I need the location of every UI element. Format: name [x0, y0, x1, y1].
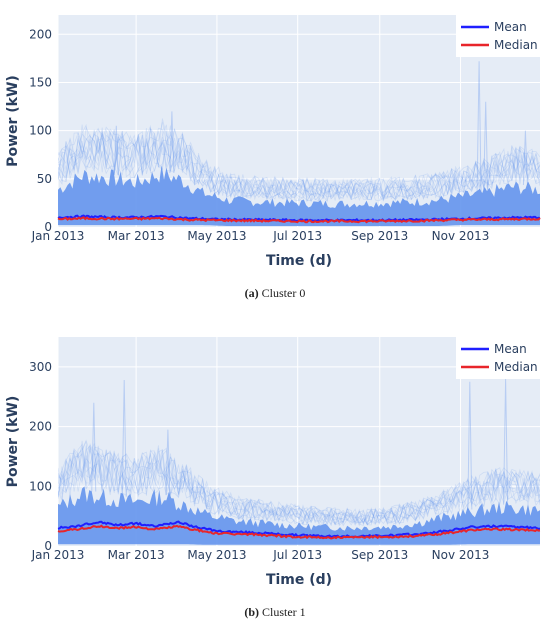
- x-tick-label: Sep 2013: [351, 548, 408, 562]
- x-tick-label: May 2013: [187, 229, 246, 243]
- x-tick-label: Sep 2013: [351, 229, 408, 243]
- legend: Mean Median: [456, 337, 540, 379]
- spike-trace: [91, 402, 97, 492]
- y-tick-label: 200: [29, 27, 52, 41]
- caption-text: Cluster 1: [262, 605, 306, 619]
- spike-trace: [169, 111, 175, 174]
- spike-trace: [113, 125, 119, 176]
- x-tick-label: Nov 2013: [432, 548, 490, 562]
- outlier-trace: [58, 135, 540, 200]
- chart-panel-cluster-1: 0 100 200 300 Jan 2013 Mar 2013 May 2013 Jul 20…: [0, 318, 550, 623]
- y-axis-title: Power (kW): [5, 75, 21, 167]
- chart-cluster-0: 0 50 100 150 200 Jan 2013 Mar 2013 May 2013 Jul …: [5, 15, 541, 269]
- outlier-trace: [58, 121, 540, 202]
- spike-trace: [467, 381, 473, 510]
- outlier-trace: [58, 444, 540, 525]
- series-line-median: [57, 216, 541, 224]
- caption-cluster-1: (b) Cluster 1: [0, 605, 550, 620]
- individual-traces: [58, 378, 540, 545]
- x-tick-label: May 2013: [187, 548, 246, 562]
- series-line-median: [57, 524, 541, 540]
- legend-label-mean: Mean: [494, 342, 527, 356]
- caption-letter: (b): [244, 605, 259, 619]
- outlier-trace: [58, 448, 540, 525]
- y-tick-label: 100: [29, 479, 52, 493]
- outlier-trace: [58, 439, 540, 526]
- individual-traces: [58, 61, 540, 226]
- outlier-trace: [58, 127, 540, 202]
- x-tick-label: Jan 2013: [31, 548, 85, 562]
- x-axis-title: Time (d): [266, 253, 332, 269]
- legend: Mean Median: [456, 15, 540, 57]
- outlier-trace: [58, 118, 540, 201]
- y-tick-label: 50: [37, 172, 52, 186]
- outlier-trace: [58, 126, 540, 202]
- outlier-trace: [58, 127, 540, 201]
- x-tick-label: Jul 2013: [272, 229, 322, 243]
- outlier-trace: [58, 124, 540, 203]
- outlier-trace: [58, 443, 540, 527]
- outlier-trace: [58, 125, 540, 203]
- caption-cluster-0: (a) Cluster 0: [0, 286, 550, 301]
- spike-trace: [121, 379, 127, 497]
- outlier-trace: [58, 449, 540, 526]
- x-tick-label: Jan 2013: [31, 229, 85, 243]
- outlier-trace: [58, 440, 540, 526]
- caption-letter: (a): [244, 286, 259, 300]
- outlier-trace: [58, 129, 540, 200]
- x-tick-label: Nov 2013: [432, 229, 490, 243]
- y-axis-title: Power (kW): [5, 396, 21, 488]
- outlier-trace: [58, 123, 540, 202]
- legend-label-mean: Mean: [494, 20, 527, 34]
- outlier-trace: [58, 126, 540, 202]
- spike-trace: [483, 101, 489, 191]
- traces-band: [58, 486, 540, 545]
- legend-box: [456, 337, 540, 379]
- x-tick-label: Mar 2013: [108, 229, 165, 243]
- y-tick-label: 200: [29, 420, 52, 434]
- x-axis-title: Time (d): [266, 572, 332, 588]
- outlier-trace: [58, 445, 540, 527]
- legend-label-median: Median: [494, 38, 538, 52]
- traces-band: [58, 165, 540, 226]
- spike-trace: [522, 130, 528, 186]
- chart-panel-cluster-0: 0 50 100 150 200 Jan 2013 Mar 2013 May 2013 Jul …: [0, 0, 550, 310]
- outlier-trace: [58, 125, 540, 201]
- outlier-trace: [58, 446, 540, 527]
- outlier-trace: [58, 451, 540, 527]
- spike-trace: [476, 61, 482, 192]
- y-tick-label: 150: [29, 75, 52, 89]
- outlier-trace: [58, 447, 540, 526]
- y-tick-label: 300: [29, 360, 52, 374]
- x-tick-label: Jul 2013: [272, 548, 322, 562]
- outlier-trace: [58, 445, 540, 526]
- legend-label-median: Median: [494, 360, 538, 374]
- y-tick-label: 0: [44, 539, 52, 553]
- outlier-trace: [58, 443, 540, 526]
- outlier-trace: [58, 129, 540, 203]
- legend-box: [456, 15, 540, 57]
- chart-cluster-1: 0 100 200 300 Jan 2013 Mar 2013 May 2013 Jul 20…: [5, 337, 541, 588]
- x-tick-label: Mar 2013: [108, 548, 165, 562]
- outlier-trace: [58, 124, 540, 203]
- outlier-trace: [58, 445, 540, 526]
- spike-trace: [165, 429, 171, 496]
- y-tick-label: 0: [44, 220, 52, 234]
- y-tick-label: 100: [29, 124, 52, 138]
- caption-text: Cluster 0: [261, 286, 306, 300]
- outlier-trace: [58, 441, 540, 526]
